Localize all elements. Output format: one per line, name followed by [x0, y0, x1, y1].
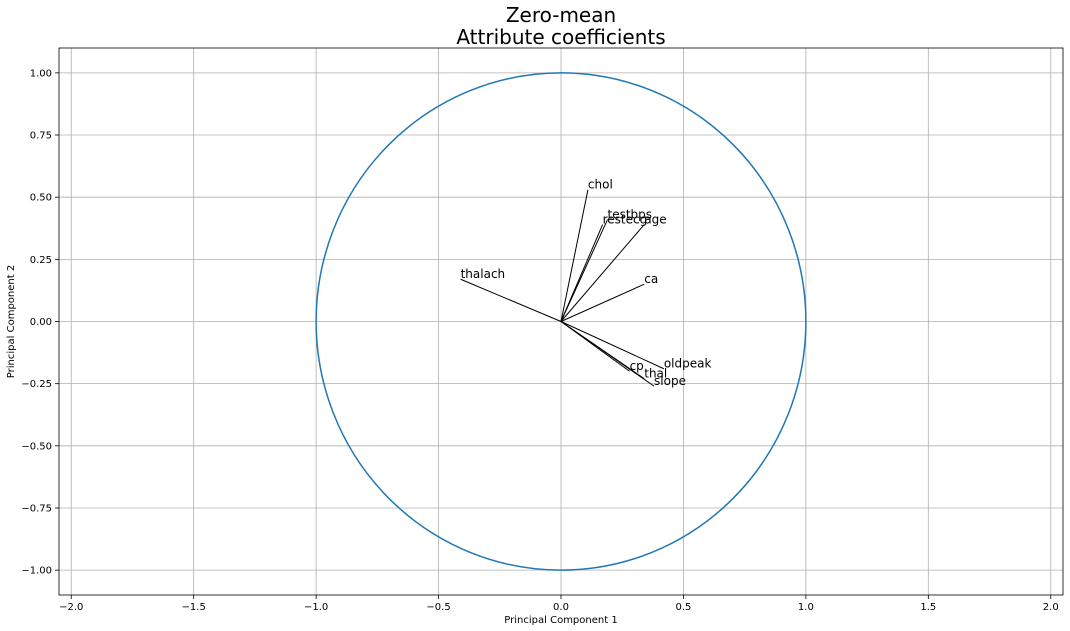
y-tick-label: 0.50	[30, 193, 52, 204]
coefficient-vectors	[460, 189, 665, 387]
y-axis-label: Principal Component 2	[6, 265, 17, 378]
vector-thalach	[460, 278, 562, 322]
vector-label-oldpeak: oldpeak	[664, 357, 712, 371]
vector-restecg	[560, 224, 604, 322]
vector-label-cp: cp	[630, 359, 644, 373]
vector-slope	[560, 321, 655, 387]
x-tick-label: −0.5	[426, 602, 450, 613]
x-tick-label: 1.0	[798, 602, 814, 613]
vector-oldpeak	[560, 321, 665, 370]
chart-title-line-2: Attribute coefficients	[456, 25, 665, 49]
vector-chol	[560, 189, 589, 322]
vector-label-thalach: thalach	[461, 267, 506, 281]
vector-label-ca: ca	[644, 272, 658, 286]
vector-age	[560, 224, 645, 322]
x-tick-label: 0.0	[553, 602, 569, 613]
x-tick-label: −1.5	[182, 602, 206, 613]
y-tick-label: −0.75	[21, 503, 52, 514]
axis-ticks: −2.0 −1.5 −1.0 −0.5 0.0 0.5 1.0 1.5 2.0 1.00 0.75 0…	[21, 68, 1058, 613]
y-tick-label: −0.25	[21, 379, 52, 390]
unit-circle-group	[315, 72, 807, 571]
y-tick-label: 0.00	[30, 317, 52, 328]
y-tick-label: −1.00	[21, 566, 52, 577]
y-tick-label: −0.50	[21, 441, 52, 452]
plot-frame	[58, 47, 1064, 596]
x-tick-label: 0.5	[675, 602, 691, 613]
unit-circle	[315, 72, 807, 571]
vector-label-testbps: testbps	[608, 208, 653, 222]
y-tick-label: 1.00	[30, 68, 52, 79]
x-tick-label: −1.0	[304, 602, 328, 613]
vector-label-slope: slope	[654, 374, 686, 388]
chart-title-line-1: Zero-mean	[506, 3, 616, 27]
y-tick-label: 0.25	[30, 255, 52, 266]
x-tick-label: −2.0	[59, 602, 83, 613]
vector-label-thal: thal	[644, 367, 667, 381]
vector-ca	[560, 283, 645, 322]
x-tick-label: 1.5	[920, 602, 936, 613]
vector-label-age: age	[644, 213, 666, 227]
vector-label-restecg: restecg	[603, 213, 648, 227]
y-tick-label: 0.75	[30, 131, 52, 142]
x-tick-label: 2.0	[1043, 602, 1059, 613]
vector-label-chol: chol	[588, 178, 613, 192]
x-axis-label: Principal Component 1	[504, 615, 617, 626]
